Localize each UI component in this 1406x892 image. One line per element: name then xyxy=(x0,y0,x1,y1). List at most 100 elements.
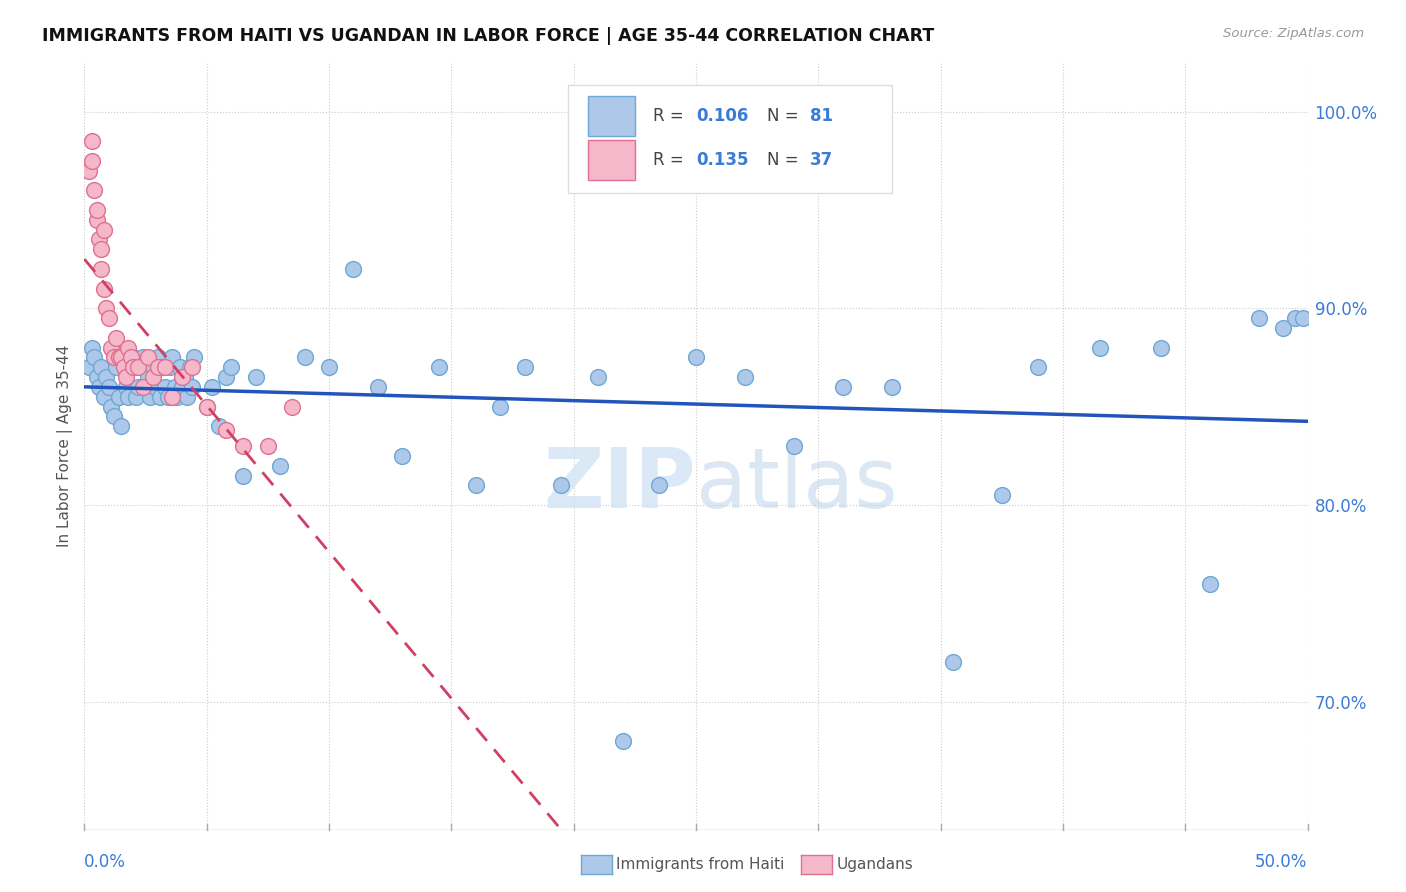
Point xyxy=(153,360,176,375)
Point xyxy=(83,351,105,365)
Point xyxy=(991,488,1014,502)
Point xyxy=(294,351,316,365)
Point xyxy=(648,478,671,492)
Point xyxy=(163,380,186,394)
Text: 0.135: 0.135 xyxy=(696,151,748,169)
Point xyxy=(257,439,280,453)
Point xyxy=(122,360,145,375)
Text: IMMIGRANTS FROM HAITI VS UGANDAN IN LABOR FORCE | AGE 35-44 CORRELATION CHART: IMMIGRANTS FROM HAITI VS UGANDAN IN LABO… xyxy=(42,27,935,45)
Point xyxy=(219,360,242,375)
Point xyxy=(172,370,194,384)
FancyBboxPatch shape xyxy=(568,86,891,193)
Text: 50.0%: 50.0% xyxy=(1256,853,1308,871)
Point xyxy=(734,370,756,384)
Point xyxy=(77,163,100,178)
Text: atlas: atlas xyxy=(696,444,897,524)
Point xyxy=(96,301,118,316)
Text: 81: 81 xyxy=(810,107,832,125)
Text: 0.0%: 0.0% xyxy=(84,853,127,871)
Point xyxy=(100,400,122,414)
Point xyxy=(367,380,389,394)
Point xyxy=(208,419,231,434)
Point xyxy=(120,360,142,375)
Point xyxy=(125,390,148,404)
Point xyxy=(115,370,138,384)
Point xyxy=(80,153,103,168)
Bar xyxy=(588,96,636,136)
Point xyxy=(127,380,149,394)
Point xyxy=(245,370,267,384)
Point xyxy=(136,351,159,365)
Point xyxy=(172,380,194,394)
Point xyxy=(586,370,609,384)
Text: R =: R = xyxy=(654,151,689,169)
Point xyxy=(110,419,132,434)
Point xyxy=(103,409,125,424)
Point xyxy=(117,341,139,355)
Point xyxy=(200,380,222,394)
Point xyxy=(135,380,157,394)
Point xyxy=(831,380,853,394)
Point xyxy=(120,351,142,365)
Point xyxy=(153,380,176,394)
Point xyxy=(391,449,413,463)
Point xyxy=(1198,576,1220,591)
Point xyxy=(97,311,120,326)
Point xyxy=(1028,360,1050,375)
Text: Source: ZipAtlas.com: Source: ZipAtlas.com xyxy=(1223,27,1364,40)
Point xyxy=(103,351,125,365)
Point xyxy=(162,351,184,365)
Point xyxy=(86,202,108,217)
Point xyxy=(1150,341,1173,355)
Text: ZIP: ZIP xyxy=(544,444,696,524)
Point xyxy=(80,341,103,355)
Point xyxy=(96,370,118,384)
Point xyxy=(127,360,149,375)
Point xyxy=(232,439,254,453)
Point xyxy=(146,351,169,365)
Point xyxy=(281,400,304,414)
Point xyxy=(93,390,115,404)
Point xyxy=(149,390,172,404)
Point xyxy=(90,262,112,277)
Text: R =: R = xyxy=(654,107,689,125)
Point xyxy=(159,360,181,375)
Point xyxy=(195,400,218,414)
Point xyxy=(169,360,191,375)
Point xyxy=(162,390,184,404)
Text: Immigrants from Haiti: Immigrants from Haiti xyxy=(616,857,785,871)
Point xyxy=(1247,311,1270,326)
Point xyxy=(464,478,486,492)
Point xyxy=(318,360,340,375)
Point xyxy=(173,370,195,384)
Text: N =: N = xyxy=(766,151,804,169)
Point xyxy=(166,390,188,404)
Point xyxy=(87,232,110,246)
Point xyxy=(136,370,159,384)
Point xyxy=(112,360,135,375)
Point xyxy=(93,282,115,296)
Point xyxy=(513,360,536,375)
Point xyxy=(129,360,152,375)
Point xyxy=(93,222,115,236)
Point xyxy=(87,380,110,394)
Point xyxy=(77,360,100,375)
Point xyxy=(181,360,204,375)
Point xyxy=(269,458,291,473)
Y-axis label: In Labor Force | Age 35-44: In Labor Force | Age 35-44 xyxy=(58,345,73,547)
Point xyxy=(143,380,166,394)
Point xyxy=(783,439,806,453)
Text: 0.106: 0.106 xyxy=(696,107,748,125)
Point xyxy=(942,656,965,670)
Point xyxy=(176,390,198,404)
Point xyxy=(117,390,139,404)
Point xyxy=(132,380,155,394)
Point xyxy=(80,134,103,148)
Text: 37: 37 xyxy=(810,151,832,169)
Point xyxy=(122,351,145,365)
Point xyxy=(183,351,205,365)
Point xyxy=(215,370,238,384)
Point xyxy=(181,380,204,394)
Point xyxy=(139,390,162,404)
Point xyxy=(880,380,903,394)
